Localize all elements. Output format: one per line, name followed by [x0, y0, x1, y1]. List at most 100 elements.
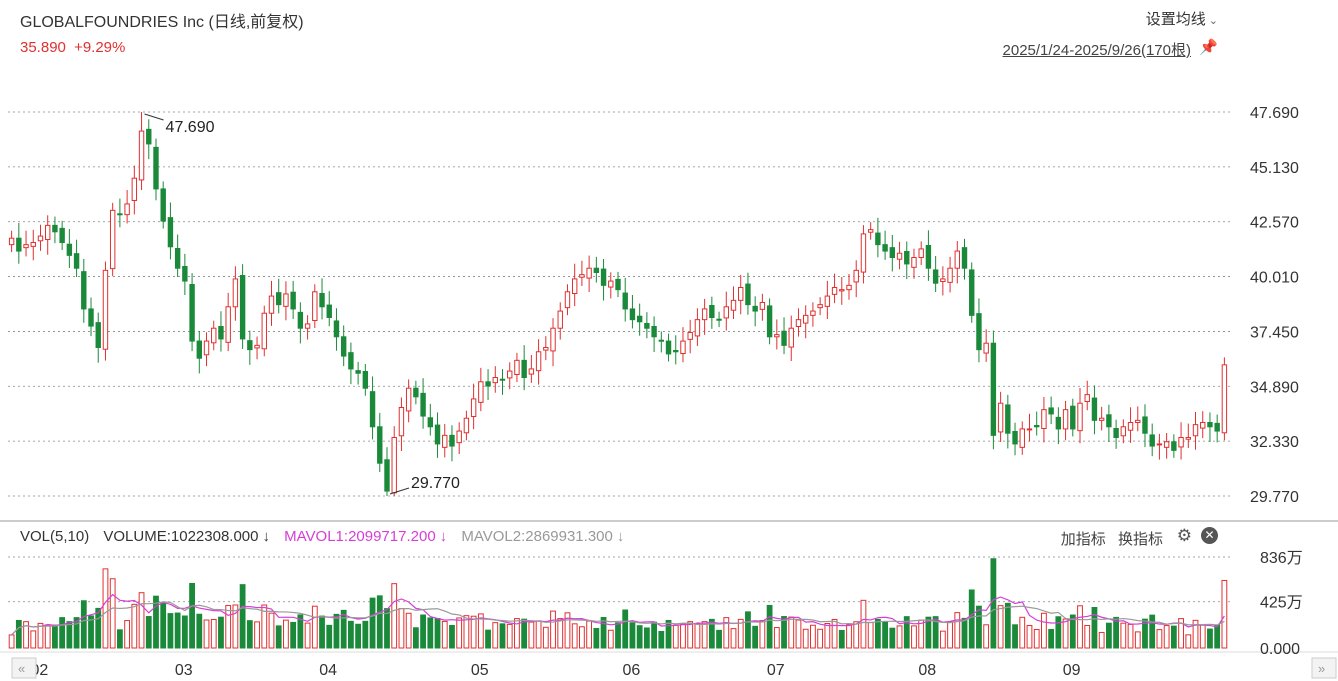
volume-bar	[571, 623, 578, 649]
volume-bar	[810, 624, 816, 649]
candle-body	[622, 292, 628, 310]
volume-bar	[802, 628, 809, 649]
add-indicator-button[interactable]: 加指标	[1060, 531, 1106, 548]
date-range-link[interactable]: 2025/1/24-2025/9/26(170根)	[1002, 42, 1191, 59]
candle-body	[1012, 431, 1018, 445]
volume-bar	[600, 617, 607, 649]
candle-body	[348, 352, 354, 370]
candle-body	[593, 267, 600, 274]
volume-bar	[1185, 634, 1192, 649]
gear-icon[interactable]: ⚙	[1176, 526, 1192, 545]
volume-bar	[716, 629, 722, 649]
volume-bar	[189, 582, 195, 649]
volume-bar	[1019, 616, 1026, 649]
volume-bar	[643, 627, 650, 649]
volume-bar	[1214, 624, 1221, 649]
candle-body	[276, 292, 282, 306]
volume-bar	[795, 619, 802, 649]
volume-bar	[59, 617, 66, 649]
volume-bar	[398, 608, 405, 649]
volume-bar	[737, 618, 744, 649]
ma-setting-button[interactable]: 设置均线 ⌄	[1146, 8, 1218, 29]
candle-body	[507, 370, 513, 379]
candle-body	[8, 237, 15, 246]
candle-body	[326, 304, 332, 319]
price-tick-label: 37.450	[1250, 324, 1299, 341]
candle-body	[521, 359, 527, 379]
ma-setting-label: 设置均线	[1145, 11, 1206, 28]
volume-bar	[788, 616, 795, 649]
candle-body	[1221, 364, 1228, 434]
volume-bar	[167, 613, 174, 649]
volume-bar	[44, 625, 51, 649]
volume-bar	[347, 620, 354, 649]
month-label: 07	[767, 662, 785, 679]
price-grid	[0, 111, 1338, 653]
candle-body	[932, 269, 939, 284]
month-label: 06	[622, 662, 640, 679]
volume-bar	[882, 621, 889, 649]
volume-bar	[66, 621, 73, 649]
candle-body	[254, 344, 260, 349]
volume-bar	[362, 620, 369, 649]
candle-body	[586, 267, 592, 279]
volume-bar	[225, 605, 232, 649]
volume-bar	[1156, 629, 1163, 649]
candle-body	[1091, 397, 1098, 421]
volume-bar	[1120, 622, 1127, 649]
volume-bar	[1091, 607, 1098, 649]
candle-body	[1142, 416, 1148, 434]
candle-body	[673, 350, 679, 353]
candle-body	[319, 293, 325, 308]
price-tick-label: 47.690	[1250, 105, 1299, 122]
candle-body	[340, 336, 347, 357]
candle-body	[759, 302, 766, 310]
candle-body	[478, 381, 484, 403]
candle-body	[723, 306, 729, 319]
volume-bar	[593, 628, 600, 649]
candle-body	[1120, 426, 1127, 437]
candle-body	[1062, 409, 1069, 430]
volume-bar	[1048, 628, 1055, 649]
volume-bar	[932, 616, 939, 649]
volume-bar	[817, 628, 824, 649]
volume-bar	[116, 629, 123, 649]
volume-bar	[384, 608, 390, 649]
candle-body	[153, 146, 159, 190]
volume-bar	[564, 612, 571, 649]
candle-body	[463, 417, 470, 434]
candle-body	[102, 269, 109, 350]
volume-bar	[145, 616, 152, 649]
candle-body	[218, 326, 224, 340]
price-tick-label: 32.330	[1250, 434, 1299, 451]
candle-body	[1070, 405, 1076, 430]
volume-bar	[1041, 612, 1047, 649]
candle-body	[30, 242, 36, 247]
volume-bar	[925, 616, 932, 649]
volume-bar	[470, 615, 477, 649]
candle-body	[665, 340, 672, 355]
price-tick-label: 29.770	[1250, 489, 1299, 506]
volume-bar	[968, 589, 975, 649]
price-tick-label: 45.130	[1250, 160, 1299, 177]
volume-bar	[1004, 602, 1011, 649]
candle-body	[687, 332, 693, 340]
volume-bar	[181, 615, 188, 649]
volume-value: VOLUME:1022308.000	[103, 528, 259, 545]
close-icon[interactable]: ✕	[1201, 527, 1218, 544]
volume-series: 836万 425万 0.000	[8, 550, 1303, 658]
candle-body	[405, 387, 412, 412]
pin-icon[interactable]: 📌	[1199, 39, 1218, 56]
last-price: 35.890	[20, 39, 66, 56]
candle-body	[52, 224, 58, 233]
chevron-left-icon: «	[18, 661, 25, 676]
candle-body	[1135, 419, 1141, 424]
switch-indicator-button[interactable]: 换指标	[1117, 531, 1163, 548]
volume-bar	[997, 605, 1004, 649]
candle-body	[846, 284, 852, 291]
candle-body	[95, 322, 101, 348]
date-axis: 02 03 04 05 06 07 08 09«»	[11, 657, 1337, 679]
candle-body	[189, 284, 195, 342]
volume-bar	[427, 617, 434, 649]
